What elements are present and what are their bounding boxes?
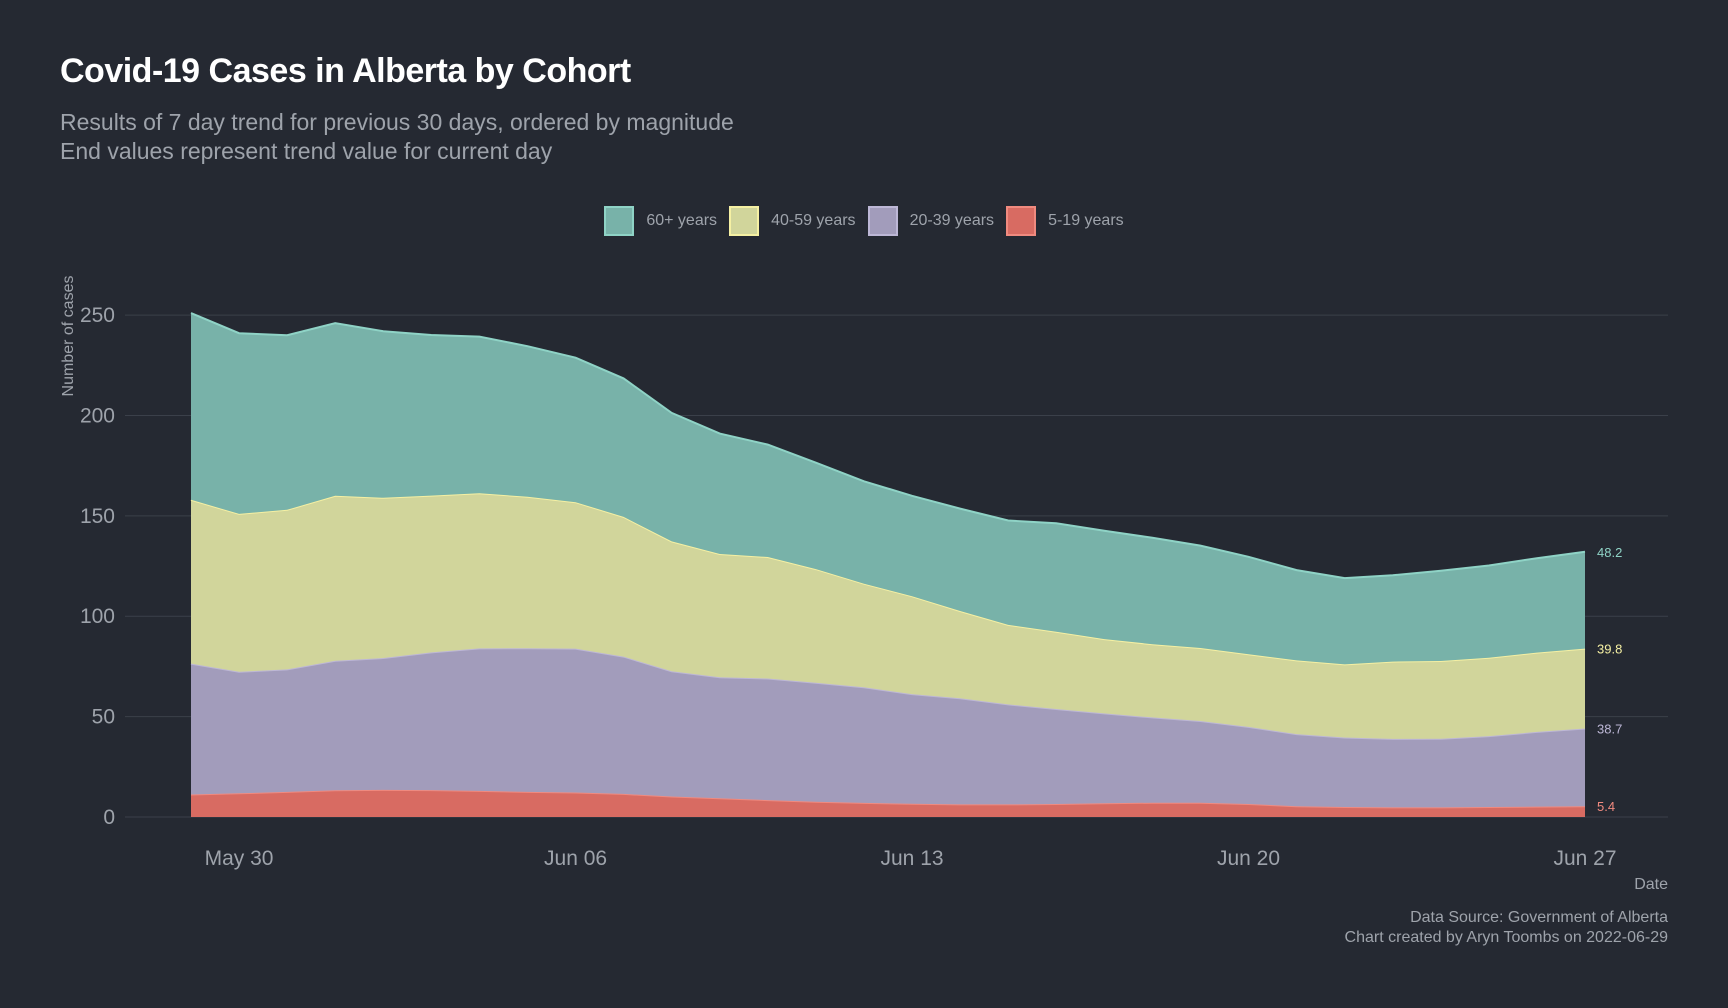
subtitle-line-2: End values represent trend value for cur…: [60, 138, 553, 164]
legend-swatch-20-39: [867, 206, 898, 236]
caption-created-by: Chart created by Aryn Toombs on 2022-06-…: [1344, 929, 1668, 946]
chart-caption: Data Source: Government of Alberta Chart…: [1345, 908, 1668, 948]
x-tick-label: Jun 06: [544, 847, 607, 870]
end-value-label: 39.8: [1597, 642, 1622, 657]
y-tick-label: 250: [80, 304, 115, 327]
chart-legend: 60+ years 40-59 years 20-39 years 5-19 y…: [0, 206, 1728, 236]
legend-label-60-plus: 60+ years: [646, 212, 718, 229]
end-value-label: 48.2: [1597, 545, 1622, 560]
y-tick-label: 100: [80, 605, 115, 628]
y-tick-label: 150: [80, 505, 115, 528]
chart-subtitle: Results of 7 day trend for previous 30 d…: [60, 108, 734, 166]
area-top-line-60-years: [190, 312, 1586, 580]
x-tick-label: Jun 27: [1553, 847, 1616, 870]
end-value-label: 5.4: [1597, 799, 1615, 814]
legend-item-5-19: 5-19 years: [1006, 206, 1124, 236]
x-tick-label: Jun 20: [1217, 847, 1280, 870]
legend-label-20-39: 20-39 years: [909, 212, 995, 229]
area-40-59-years: [191, 493, 1585, 739]
x-axis-title: Date: [1634, 876, 1668, 893]
legend-swatch-40-59: [729, 206, 760, 236]
legend-swatch-5-19: [1006, 206, 1037, 236]
legend-item-60-plus: 60+ years: [604, 206, 717, 236]
area-20-39-years: [191, 648, 1585, 808]
y-tick-label: 200: [80, 404, 115, 427]
y-tick-label: 50: [92, 706, 115, 729]
legend-label-40-59: 40-59 years: [771, 212, 856, 229]
subtitle-line-1: Results of 7 day trend for previous 30 d…: [60, 109, 734, 135]
x-tick-label: May 30: [205, 847, 274, 870]
legend-label-5-19: 5-19 years: [1048, 212, 1124, 229]
x-tick-label: Jun 13: [881, 847, 944, 870]
y-axis-title: Number of cases: [60, 276, 77, 397]
chart-title: Covid-19 Cases in Alberta by Cohort: [60, 52, 631, 90]
legend-swatch-60-plus: [604, 206, 635, 236]
end-value-label: 38.7: [1597, 721, 1622, 736]
legend-item-20-39: 20-39 years: [867, 206, 995, 236]
legend-item-40-59: 40-59 years: [729, 206, 856, 236]
caption-data-source: Data Source: Government of Alberta: [1410, 909, 1668, 926]
y-tick-label: 0: [103, 806, 115, 829]
